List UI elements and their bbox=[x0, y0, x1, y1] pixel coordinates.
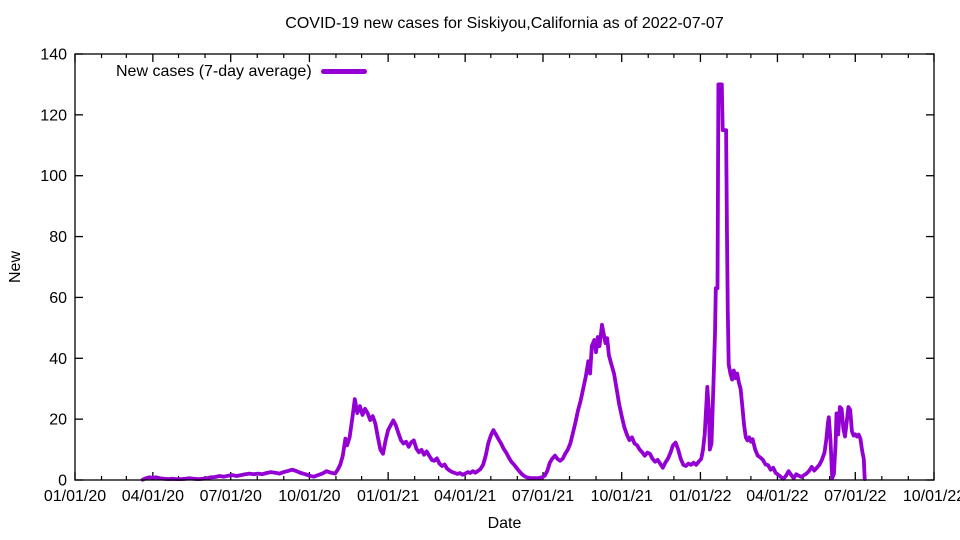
x-tick-label: 01/01/22 bbox=[669, 488, 731, 505]
x-tick-label: 04/01/22 bbox=[746, 488, 808, 505]
x-tick-label: 01/01/20 bbox=[44, 488, 106, 505]
y-tick-label: 20 bbox=[49, 412, 67, 429]
y-tick-label: 60 bbox=[49, 290, 67, 307]
legend-entry-label: New cases (7-day average) bbox=[116, 62, 312, 80]
legend-line-sample bbox=[320, 69, 367, 74]
x-tick-label: 01/01/21 bbox=[357, 488, 419, 505]
x-tick-label: 04/01/20 bbox=[122, 488, 184, 505]
y-axis-ticks: 0 20 40 60 80 100 120 140 bbox=[40, 47, 934, 490]
y-tick-label: 120 bbox=[40, 107, 67, 124]
x-axis-minor-ticks bbox=[100, 54, 909, 480]
y-tick-label: 100 bbox=[40, 168, 67, 185]
legend: New cases (7-day average) bbox=[116, 62, 367, 81]
x-tick-label: 10/01/20 bbox=[278, 488, 340, 505]
chart-title: COVID-19 new cases for Siskiyou,Californ… bbox=[285, 15, 724, 32]
x-tick-label: 07/01/21 bbox=[512, 488, 574, 505]
y-tick-label: 0 bbox=[58, 473, 67, 490]
x-tick-label: 04/01/21 bbox=[434, 488, 496, 505]
plot-border bbox=[74, 53, 935, 481]
x-tick-label: 10/01/22 bbox=[903, 488, 960, 505]
data-line bbox=[140, 82, 867, 482]
x-axis-label: Date bbox=[487, 515, 522, 532]
x-tick-label: 07/01/20 bbox=[200, 488, 262, 505]
x-axis-ticks: 01/01/20 04/01/20 07/01/20 10/01/20 01/01/21… bbox=[44, 54, 960, 505]
y-tick-label: 80 bbox=[49, 229, 67, 246]
plot-area: 0 20 40 60 80 100 120 140 01/01/20 04/01/20 07/01/… bbox=[40, 47, 960, 506]
x-tick-label: 07/01/22 bbox=[824, 488, 886, 505]
x-tick-label: 10/01/21 bbox=[591, 488, 653, 505]
y-tick-label: 40 bbox=[49, 351, 67, 368]
y-tick-label: 140 bbox=[40, 47, 67, 64]
